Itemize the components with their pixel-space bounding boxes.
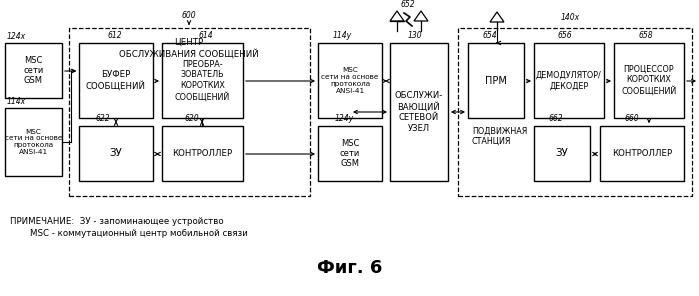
Text: 114y: 114y (333, 31, 352, 40)
Bar (390, 43, 448, 181)
Text: 658: 658 (639, 31, 654, 40)
Text: MSC
сети
GSM: MSC сети GSM (340, 139, 360, 168)
Text: ПРМ: ПРМ (485, 75, 507, 86)
Text: ЦЕНТР
ОБСЛУЖИВАНИЯ СООБЩЕНИЙ: ЦЕНТР ОБСЛУЖИВАНИЯ СООБЩЕНИЙ (119, 38, 259, 59)
Text: 620: 620 (185, 114, 200, 123)
Text: 114x: 114x (7, 97, 26, 106)
Text: КОНТРОЛЛЕР: КОНТРОЛЛЕР (612, 149, 672, 158)
Text: 622: 622 (96, 114, 110, 123)
Text: MSC
сети на основе
протокола
ANSI-41: MSC сети на основе протокола ANSI-41 (5, 128, 62, 155)
Text: ДЕМОДУЛЯТОР/
ДЕКОДЕР: ДЕМОДУЛЯТОР/ ДЕКОДЕР (536, 71, 602, 90)
Text: 140x: 140x (561, 13, 579, 22)
Bar (318, 43, 382, 118)
Text: Фиг. 6: Фиг. 6 (317, 259, 382, 277)
Text: ПРОЦЕССОР
КОРОТКИХ
СООБЩЕНИЙ: ПРОЦЕССОР КОРОТКИХ СООБЩЕНИЙ (621, 65, 677, 96)
Bar (69, 28, 310, 196)
Bar (534, 43, 604, 118)
Bar (458, 28, 692, 196)
Text: 656: 656 (558, 31, 572, 40)
Text: ЗУ: ЗУ (556, 149, 568, 158)
Text: 662: 662 (549, 114, 563, 123)
Text: MSC - коммутационный центр мобильной связи: MSC - коммутационный центр мобильной свя… (30, 229, 248, 239)
Bar (79, 43, 153, 118)
Bar (468, 43, 524, 118)
Text: КОНТРОЛЛЕР: КОНТРОЛЛЕР (173, 149, 233, 158)
Text: 130: 130 (408, 31, 423, 40)
Text: БУФЕР
СООБЩЕНИЙ: БУФЕР СООБЩЕНИЙ (86, 70, 146, 91)
Text: ПОДВИЖНАЯ
СТАНЦИЯ: ПОДВИЖНАЯ СТАНЦИЯ (472, 126, 527, 146)
Bar (5, 43, 62, 98)
Bar (5, 108, 62, 176)
Text: MSC
сети
GSM: MSC сети GSM (23, 56, 43, 86)
Text: 660: 660 (625, 114, 640, 123)
Text: 124y: 124y (335, 114, 354, 123)
Bar (534, 126, 590, 181)
Bar (318, 126, 382, 181)
Text: 654: 654 (483, 31, 498, 40)
Bar (600, 126, 684, 181)
Text: ПРИМЕЧАНИЕ:  ЗУ - запоминающее устройство: ПРИМЕЧАНИЕ: ЗУ - запоминающее устройство (10, 216, 224, 226)
Bar (162, 126, 243, 181)
Text: ПРЕОБРА-
ЗОВАТЕЛЬ
КОРОТКИХ
СООБЩЕНИЙ: ПРЕОБРА- ЗОВАТЕЛЬ КОРОТКИХ СООБЩЕНИЙ (175, 60, 230, 101)
Text: ОБСЛУЖИ-
ВАЮЩИЙ
СЕТЕВОЙ
УЗЕЛ: ОБСЛУЖИ- ВАЮЩИЙ СЕТЕВОЙ УЗЕЛ (395, 91, 443, 133)
Text: 612: 612 (108, 31, 122, 40)
Text: 600: 600 (182, 11, 196, 20)
Text: 614: 614 (199, 31, 214, 40)
Text: 124x: 124x (7, 32, 26, 41)
Bar (614, 43, 684, 118)
Text: MSC
сети на основе
протокола
ANSI-41: MSC сети на основе протокола ANSI-41 (322, 67, 379, 94)
Bar (79, 126, 153, 181)
Text: 652: 652 (401, 0, 415, 9)
Text: ЗУ: ЗУ (110, 149, 122, 158)
Bar (162, 43, 243, 118)
